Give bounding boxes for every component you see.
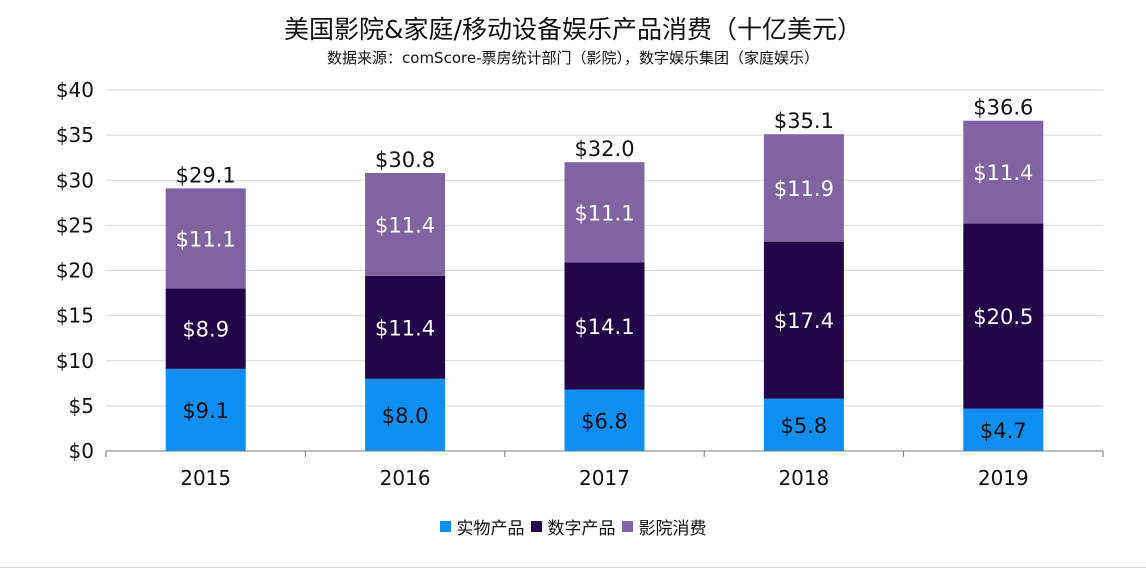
bar-segment-theatrical <box>963 120 1044 224</box>
y-tick-label: $20 <box>56 259 94 283</box>
legend-label-physical: 实物产品 <box>456 519 525 539</box>
bar-segment-digital <box>963 223 1044 409</box>
chart-title: 美国影院&家庭/移动设备娱乐产品消费（十亿美元） <box>284 15 862 44</box>
x-tick-label: 2015 <box>180 466 231 490</box>
legend-swatch-theatrical <box>621 521 633 532</box>
x-tick-label: 2017 <box>579 466 630 490</box>
chart-legend: 实物产品 数字产品 影院消费 <box>0 514 1146 539</box>
bar-total-label: $30.8 <box>375 148 435 172</box>
bar-segment-physical <box>365 378 446 451</box>
legend-item-theatrical: 影院消费 <box>621 514 707 539</box>
stacked-bar-chart: $0 $5 $10 $15 $20 $25 $30 $35 $40 $9.1 $8.9 $11.1 $2… <box>56 78 1104 490</box>
bar-value-label: $11.4 <box>375 316 435 340</box>
bar-total-label: $29.1 <box>176 163 236 187</box>
bar-segment-theatrical <box>165 188 246 289</box>
bar-value-label: $20.5 <box>973 305 1033 329</box>
bar-segment-digital <box>763 241 844 399</box>
bar-value-label: $11.1 <box>574 201 634 225</box>
bar-total-label: $36.6 <box>973 96 1033 120</box>
bar-value-label: $8.9 <box>182 318 229 342</box>
legend-item-digital: 数字产品 <box>530 514 616 539</box>
chart-subtitle: 数据来源：comScore-票房统计部门（影院），数字娱乐集团（家庭娱乐） <box>327 49 819 67</box>
bar-value-label: $6.8 <box>581 409 628 433</box>
legend-label-theatrical: 影院消费 <box>638 519 707 539</box>
legend-swatch-physical <box>439 521 451 532</box>
y-tick-label: $0 <box>69 439 94 463</box>
bar-segment-physical <box>963 408 1044 451</box>
y-tick-label: $40 <box>56 78 94 102</box>
legend-label-digital: 数字产品 <box>547 519 616 539</box>
x-tick-label: 2018 <box>778 466 829 490</box>
bar-value-label: $4.7 <box>980 419 1027 443</box>
bar-segment-physical <box>763 398 844 451</box>
y-tick-label: $30 <box>56 168 94 192</box>
bar-value-label: $8.0 <box>382 404 429 428</box>
bar-segment-digital <box>165 288 246 369</box>
bar-segment-theatrical <box>365 173 446 276</box>
bar-segment-digital <box>564 262 645 390</box>
x-tick-label: 2019 <box>978 466 1029 490</box>
legend-swatch-digital <box>530 521 542 532</box>
bar-value-label: $14.1 <box>574 315 634 339</box>
bar-value-label: $9.1 <box>182 399 229 423</box>
bar-segment-physical <box>564 389 645 451</box>
bar-value-label: $11.4 <box>375 213 435 237</box>
y-tick-label: $10 <box>56 349 94 373</box>
bar-value-label: $5.8 <box>781 414 828 438</box>
bar-total-label: $35.1 <box>774 109 834 133</box>
bar-segment-theatrical <box>564 162 645 263</box>
x-tick-label: 2016 <box>380 466 431 490</box>
bar-total-label: $32.0 <box>574 137 634 161</box>
bar-value-label: $17.4 <box>774 309 834 333</box>
bar-segment-physical <box>165 368 246 451</box>
y-tick-label: $25 <box>56 213 94 237</box>
bar-value-label: $11.4 <box>973 161 1033 185</box>
bar-segment-theatrical <box>763 134 844 242</box>
bar-value-label: $11.1 <box>176 227 236 251</box>
bar-segment-digital <box>365 275 446 379</box>
bottom-divider <box>0 567 1146 568</box>
bar-value-label: $11.9 <box>774 177 834 201</box>
y-tick-label: $15 <box>56 304 94 328</box>
y-tick-label: $5 <box>69 394 94 418</box>
legend-item-physical: 实物产品 <box>439 514 525 539</box>
y-tick-label: $35 <box>56 123 94 147</box>
